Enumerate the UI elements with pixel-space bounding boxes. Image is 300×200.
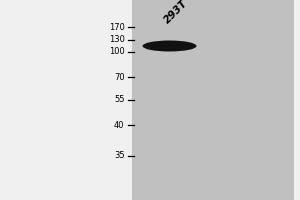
Text: 40: 40: [114, 120, 124, 130]
Text: 70: 70: [114, 72, 124, 82]
Text: 35: 35: [114, 152, 124, 160]
Text: 293T: 293T: [162, 0, 190, 25]
Text: 130: 130: [109, 36, 124, 45]
Text: 100: 100: [109, 47, 124, 56]
Ellipse shape: [142, 40, 196, 51]
Text: 55: 55: [114, 96, 124, 104]
FancyBboxPatch shape: [132, 0, 294, 200]
Text: 170: 170: [109, 22, 124, 31]
